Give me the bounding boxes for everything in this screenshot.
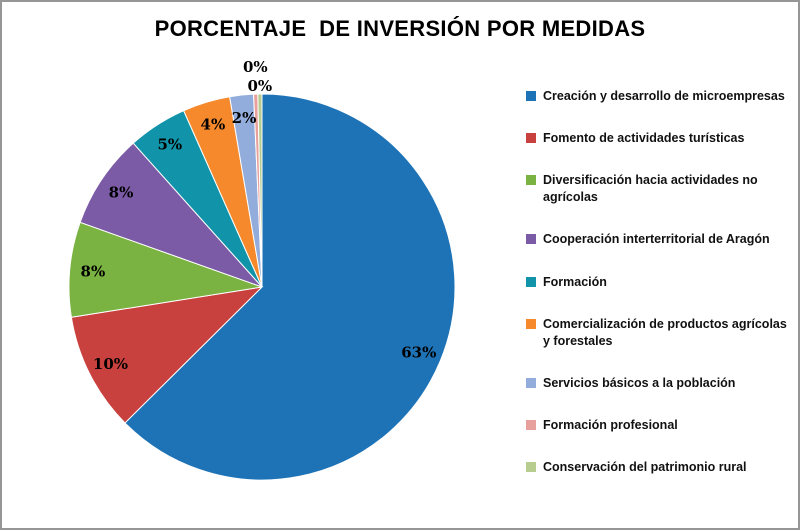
legend-swatch-icon — [526, 234, 536, 245]
legend-swatch-icon — [526, 318, 536, 329]
pie-slice-1 — [70, 286, 264, 424]
legend-label: Diversificación hacia actividades no agr… — [543, 173, 758, 205]
legend-label: Conservación del patrimonio rural — [543, 460, 747, 475]
legend-item-creacion: Creación y desarrollo de microempresas — [526, 88, 794, 105]
slice-label: 8% — [109, 183, 134, 201]
chart-title: PORCENTAJE DE INVERSIÓN POR MEDIDAS — [154, 16, 646, 41]
legend-item-comercializacion: Comercialización de productos agrícolas … — [526, 316, 794, 350]
legend-swatch-icon — [526, 276, 536, 287]
legend-item-cooperacion: Cooperación interterritorial de Aragón — [526, 231, 794, 248]
chart-legend: Creación y desarrollo de microempresas F… — [526, 88, 794, 476]
pie-slice-3 — [79, 142, 263, 288]
legend-label: Formación profesional — [543, 417, 678, 432]
slice-label: 8% — [81, 262, 106, 280]
slice-label: 0% — [243, 58, 268, 76]
legend-item-diversificacion: Diversificación hacia actividades no agr… — [526, 172, 794, 206]
legend-item-fomento: Fomento de actividades turísticas — [526, 130, 794, 147]
legend-item-formacion-profesional: Formación profesional — [526, 417, 794, 434]
legend-label: Fomento de actividades turísticas — [543, 131, 745, 146]
legend-label: Cooperación interterritorial de Aragón — [543, 232, 770, 247]
legend-swatch-icon — [526, 462, 536, 473]
slice-label: 0% — [247, 77, 272, 95]
legend-swatch-icon — [526, 419, 536, 430]
legend-swatch-icon — [526, 377, 536, 388]
legend-item-formacion: Formación — [526, 274, 794, 291]
slice-label: 5% — [157, 135, 182, 153]
legend-label: Creación y desarrollo de microempresas — [543, 89, 785, 103]
legend-item-servicios: Servicios básicos a la población — [526, 375, 794, 392]
legend-label: Comercialización de productos agrícolas … — [543, 316, 787, 348]
slice-label: 2% — [232, 109, 257, 127]
legend-swatch-icon — [526, 91, 536, 101]
legend-swatch-icon — [526, 175, 536, 186]
legend-label: Servicios básicos a la población — [543, 375, 736, 390]
slice-label: 4% — [201, 115, 226, 133]
legend-item-conservacion: Conservación del patrimonio rural — [526, 459, 794, 476]
pie-slice-8 — [257, 93, 263, 288]
legend-swatch-icon — [526, 133, 536, 144]
legend-label: Formación — [543, 274, 607, 289]
slice-label: 63% — [401, 343, 436, 361]
pie-slice-2 — [68, 221, 263, 318]
pie-slice-0 — [124, 93, 456, 481]
slice-label: 10% — [93, 355, 128, 373]
